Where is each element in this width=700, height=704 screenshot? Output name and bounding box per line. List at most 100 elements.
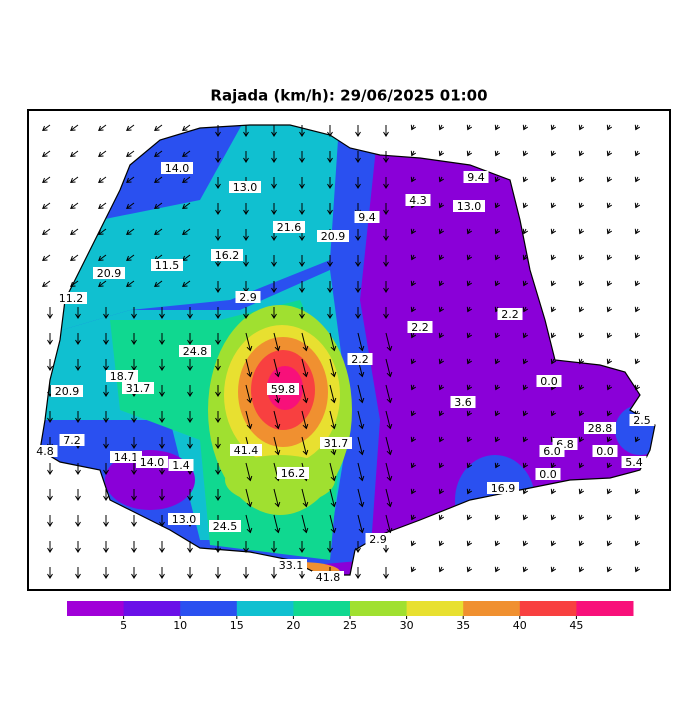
colorbar-tick-label: 35 xyxy=(456,619,470,632)
arrow-head xyxy=(355,183,361,189)
wind-arrow xyxy=(301,488,307,507)
arrow-head xyxy=(330,449,337,456)
label-box xyxy=(450,396,476,408)
arrow-head xyxy=(634,358,641,365)
arrow-head xyxy=(271,287,277,293)
wind-arrow xyxy=(182,228,191,235)
arrow-head xyxy=(98,255,104,261)
arrow-head xyxy=(494,202,501,209)
arrow-head xyxy=(182,151,188,157)
arrow-head xyxy=(75,365,81,371)
label-box xyxy=(106,370,138,382)
wind-arrow xyxy=(182,150,191,157)
wind-arrow xyxy=(329,514,335,533)
arrow-head xyxy=(215,391,221,397)
arrow-head xyxy=(466,462,473,469)
arrow-head xyxy=(159,547,165,553)
arrow-head xyxy=(634,384,641,391)
arrow-head xyxy=(75,339,81,345)
arrow-head xyxy=(494,358,501,365)
arrow-head xyxy=(578,540,585,547)
arrow-head xyxy=(246,371,253,378)
label-box xyxy=(621,456,647,468)
wind-arrow xyxy=(70,150,79,157)
label-box xyxy=(365,533,391,545)
arrow-head xyxy=(271,183,277,189)
arrow-head xyxy=(98,229,104,235)
arrow-head xyxy=(98,281,104,287)
label-box xyxy=(59,434,85,446)
arrow-head xyxy=(410,176,417,183)
arrow-head xyxy=(634,540,641,547)
arrow-head xyxy=(271,209,277,215)
label-box xyxy=(51,385,83,397)
label-box xyxy=(317,230,349,242)
arrow-head xyxy=(47,573,53,579)
arrow-head xyxy=(466,332,473,339)
arrow-head xyxy=(494,228,501,235)
wind-arrow xyxy=(98,254,107,261)
arrow-head xyxy=(606,228,613,235)
arrow-head xyxy=(522,332,529,339)
arrow-head xyxy=(606,566,613,573)
arrow-head xyxy=(274,397,281,404)
arrow-head xyxy=(103,313,109,319)
station-label: 59.8 xyxy=(271,383,296,396)
arrow-head xyxy=(410,254,417,261)
arrow-head xyxy=(271,131,277,137)
arrow-head xyxy=(358,449,365,456)
arrow-head xyxy=(159,313,165,319)
arrow-head xyxy=(634,254,641,261)
arrow-head xyxy=(70,255,76,261)
arrow-head xyxy=(302,527,309,534)
arrow-head xyxy=(182,203,188,209)
arrow-head xyxy=(274,501,281,508)
arrow-head xyxy=(126,281,132,287)
wind-arrow xyxy=(70,254,79,261)
arrow-head xyxy=(578,150,585,157)
station-label: 2.2 xyxy=(501,308,519,321)
arrow-head xyxy=(187,469,193,475)
arrow-head xyxy=(299,157,305,163)
wind-arrow xyxy=(385,436,391,455)
arrow-head xyxy=(438,150,445,157)
arrow-head xyxy=(466,280,473,287)
arrow-head xyxy=(70,203,76,209)
arrow-head xyxy=(578,306,585,313)
arrow-head xyxy=(606,410,613,417)
arrow-head xyxy=(70,125,76,131)
arrow-head xyxy=(386,397,393,404)
wind-arrow xyxy=(301,436,307,455)
arrow-head xyxy=(215,339,221,345)
arrow-head xyxy=(383,131,389,137)
station-label: 41.8 xyxy=(316,571,341,584)
arrow-head xyxy=(330,475,337,482)
arrow-head xyxy=(187,547,193,553)
arrow-head xyxy=(466,436,473,443)
wind-arrow xyxy=(70,124,79,131)
label-box xyxy=(168,459,194,471)
wind-arrow xyxy=(273,332,279,351)
arrow-head xyxy=(386,449,393,456)
arrow-head xyxy=(522,202,529,209)
arrow-head xyxy=(42,177,48,183)
arrow-head xyxy=(494,514,501,521)
station-label: 13.0 xyxy=(457,200,482,213)
wind-arrow xyxy=(301,410,307,429)
label-box xyxy=(168,513,200,525)
arrow-head xyxy=(522,228,529,235)
station-label: 0.0 xyxy=(596,445,614,458)
arrow-head xyxy=(386,423,393,430)
arrow-head xyxy=(159,417,165,423)
arrow-head xyxy=(131,339,137,345)
label-box xyxy=(229,181,261,193)
arrow-head xyxy=(159,391,165,397)
arrow-head xyxy=(606,176,613,183)
arrow-head xyxy=(299,287,305,293)
arrow-head xyxy=(578,228,585,235)
arrow-head xyxy=(103,573,109,579)
wind-arrow xyxy=(42,150,51,157)
arrow-head xyxy=(154,229,160,235)
arrow-head xyxy=(187,391,193,397)
